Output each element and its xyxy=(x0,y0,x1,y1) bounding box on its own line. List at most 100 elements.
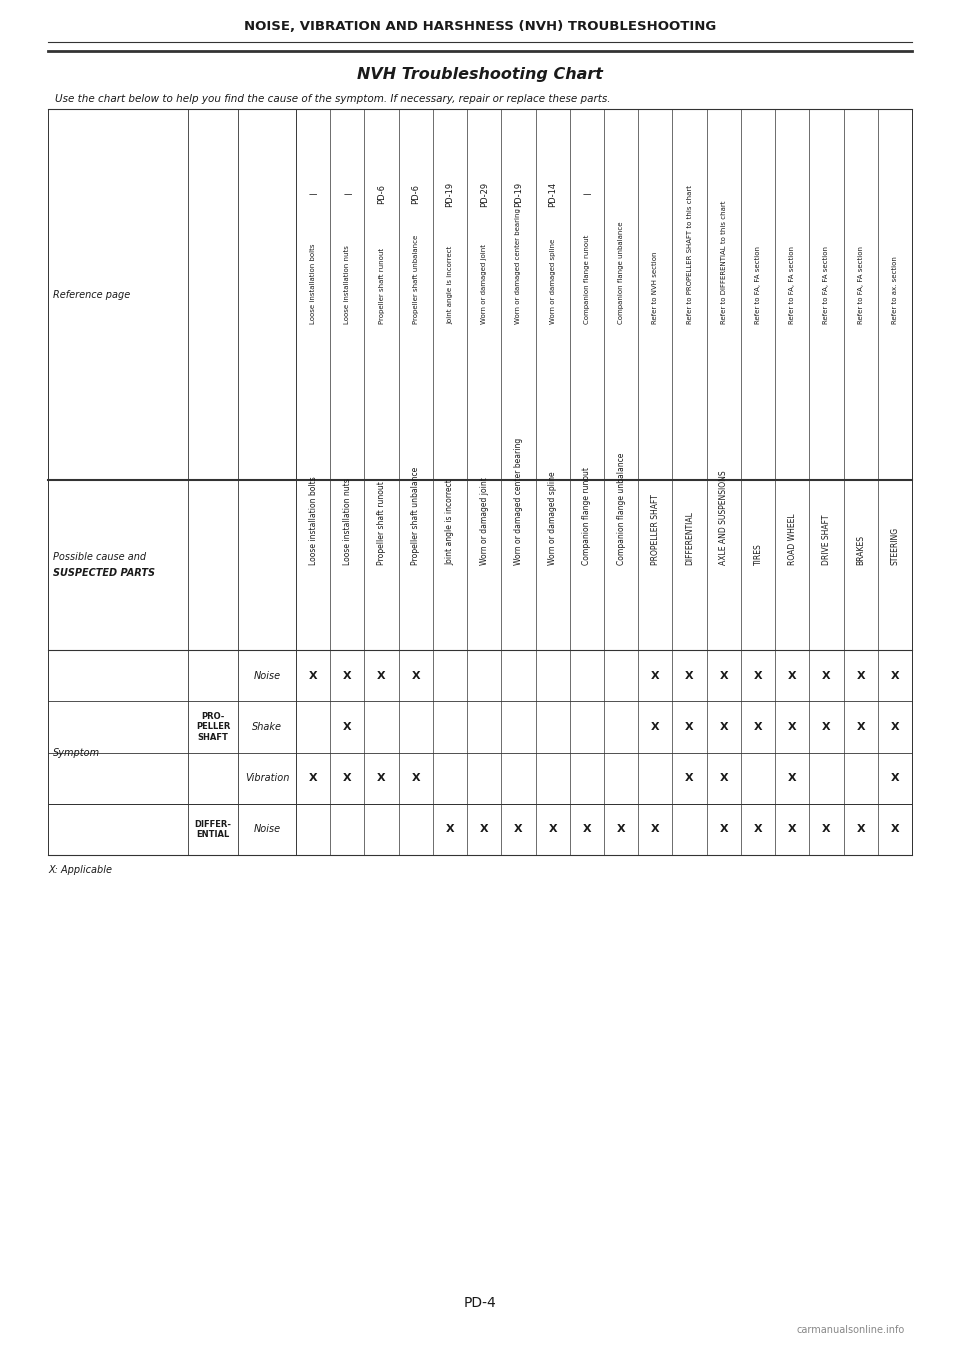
Text: Loose installation nuts: Loose installation nuts xyxy=(343,478,351,565)
Text: Refer to FA, FA section: Refer to FA, FA section xyxy=(755,247,761,325)
Text: PD-19: PD-19 xyxy=(445,182,454,206)
Text: X: X xyxy=(788,722,797,732)
Text: PD-29: PD-29 xyxy=(480,182,489,206)
Text: X: X xyxy=(309,773,318,784)
Text: Propeller shaft unbalance: Propeller shaft unbalance xyxy=(411,467,420,565)
Text: Joint angle is incorrect: Joint angle is incorrect xyxy=(445,479,454,565)
Text: X: X xyxy=(412,773,420,784)
Text: X: X xyxy=(891,722,900,732)
Text: Use the chart below to help you find the cause of the symptom. If necessary, rep: Use the chart below to help you find the… xyxy=(55,94,611,105)
Text: X: X xyxy=(719,722,728,732)
Text: X: X xyxy=(856,671,865,680)
Text: Companion flange runout: Companion flange runout xyxy=(583,467,591,565)
Text: X: X xyxy=(754,671,762,680)
Text: Propeller shaft runout: Propeller shaft runout xyxy=(378,249,385,325)
Text: DIFFER-
ENTIAL: DIFFER- ENTIAL xyxy=(195,820,231,839)
Text: Reference page: Reference page xyxy=(53,289,131,300)
Text: Worn or damaged joint: Worn or damaged joint xyxy=(480,477,489,565)
Text: Loose installation nuts: Loose installation nuts xyxy=(345,246,350,325)
Text: Refer to ax. section: Refer to ax. section xyxy=(892,257,898,325)
Text: Possible cause and: Possible cause and xyxy=(53,551,146,562)
Text: X: X xyxy=(822,722,830,732)
Text: PD-14: PD-14 xyxy=(548,182,557,206)
Text: Companion flange runout: Companion flange runout xyxy=(584,235,589,325)
Text: X: X xyxy=(377,671,386,680)
Text: Refer to DIFFERENTIAL to this chart: Refer to DIFFERENTIAL to this chart xyxy=(721,201,727,325)
Text: X: X xyxy=(891,671,900,680)
Text: X: X xyxy=(685,722,694,732)
Text: PRO-
PELLER
SHAFT: PRO- PELLER SHAFT xyxy=(196,712,230,741)
Text: X: X xyxy=(480,824,489,834)
Text: Loose installation bolts: Loose installation bolts xyxy=(310,244,316,325)
Text: Vibration: Vibration xyxy=(245,773,289,784)
Text: —: — xyxy=(343,190,351,200)
Text: NOISE, VIBRATION AND HARSHNESS (NVH) TROUBLESHOOTING: NOISE, VIBRATION AND HARSHNESS (NVH) TRO… xyxy=(244,19,716,33)
Text: X: X xyxy=(515,824,523,834)
Text: TIRES: TIRES xyxy=(754,543,762,565)
Text: X: X xyxy=(651,671,660,680)
Text: X: X xyxy=(856,722,865,732)
Text: X: X xyxy=(309,671,318,680)
Text: Companion flange unbalance: Companion flange unbalance xyxy=(616,452,626,565)
Text: X: X xyxy=(719,824,728,834)
Text: Refer to NVH section: Refer to NVH section xyxy=(653,253,659,325)
Text: STEERING: STEERING xyxy=(890,527,900,565)
Text: PD-4: PD-4 xyxy=(464,1296,496,1310)
Text: Symptom: Symptom xyxy=(53,747,100,758)
Text: X: X xyxy=(651,824,660,834)
Text: X: X xyxy=(822,824,830,834)
Text: Noise: Noise xyxy=(253,671,280,680)
Text: Refer to FA, FA section: Refer to FA, FA section xyxy=(824,247,829,325)
Text: X: Applicable: X: Applicable xyxy=(48,865,112,875)
Text: Noise: Noise xyxy=(253,824,280,834)
Text: Loose installation bolts: Loose installation bolts xyxy=(308,477,318,565)
Text: X: X xyxy=(548,824,557,834)
Text: Refer to FA, FA section: Refer to FA, FA section xyxy=(789,247,795,325)
Text: Refer to FA, FA section: Refer to FA, FA section xyxy=(857,247,864,325)
Text: BRAKES: BRAKES xyxy=(856,535,865,565)
Text: SUSPECTED PARTS: SUSPECTED PARTS xyxy=(53,568,155,579)
Text: Worn or damaged joint: Worn or damaged joint xyxy=(481,244,488,325)
Text: PD-6: PD-6 xyxy=(411,185,420,205)
Text: Worn or damaged spline: Worn or damaged spline xyxy=(550,239,556,325)
Text: —: — xyxy=(309,190,318,200)
Text: X: X xyxy=(788,773,797,784)
Text: X: X xyxy=(343,671,351,680)
Text: X: X xyxy=(616,824,625,834)
Text: X: X xyxy=(788,671,797,680)
Text: X: X xyxy=(412,671,420,680)
Text: X: X xyxy=(651,722,660,732)
Text: Worn or damaged center bearing: Worn or damaged center bearing xyxy=(514,437,523,565)
Text: X: X xyxy=(445,824,454,834)
Text: DIFFERENTIAL: DIFFERENTIAL xyxy=(685,511,694,565)
Text: PD-19: PD-19 xyxy=(514,182,523,206)
Text: X: X xyxy=(822,671,830,680)
Text: —: — xyxy=(583,190,591,200)
Text: X: X xyxy=(377,773,386,784)
Text: carmanualsonline.info: carmanualsonline.info xyxy=(797,1325,905,1335)
Text: X: X xyxy=(685,773,694,784)
Text: ROAD WHEEL: ROAD WHEEL xyxy=(788,513,797,565)
Text: Worn or damaged spline: Worn or damaged spline xyxy=(548,471,557,565)
Text: X: X xyxy=(788,824,797,834)
Text: X: X xyxy=(754,722,762,732)
Text: X: X xyxy=(891,824,900,834)
Text: X: X xyxy=(343,773,351,784)
Text: Joint angle is incorrect: Joint angle is incorrect xyxy=(447,246,453,325)
Text: Refer to PROPELLER SHAFT to this chart: Refer to PROPELLER SHAFT to this chart xyxy=(686,186,692,325)
Text: X: X xyxy=(719,671,728,680)
Text: X: X xyxy=(891,773,900,784)
Text: Propeller shaft runout: Propeller shaft runout xyxy=(377,481,386,565)
Text: X: X xyxy=(583,824,591,834)
Text: X: X xyxy=(856,824,865,834)
Text: PROPELLER SHAFT: PROPELLER SHAFT xyxy=(651,494,660,565)
Text: X: X xyxy=(343,722,351,732)
Text: DRIVE SHAFT: DRIVE SHAFT xyxy=(822,515,831,565)
Text: AXLE AND SUSPENSIONS: AXLE AND SUSPENSIONS xyxy=(719,470,729,565)
Text: Worn or damaged center bearing: Worn or damaged center bearing xyxy=(516,209,521,325)
Text: NVH Troubleshooting Chart: NVH Troubleshooting Chart xyxy=(357,68,603,83)
Text: X: X xyxy=(685,671,694,680)
Text: PD-6: PD-6 xyxy=(377,185,386,205)
Text: Shake: Shake xyxy=(252,722,282,732)
Text: Companion flange unbalance: Companion flange unbalance xyxy=(618,221,624,325)
